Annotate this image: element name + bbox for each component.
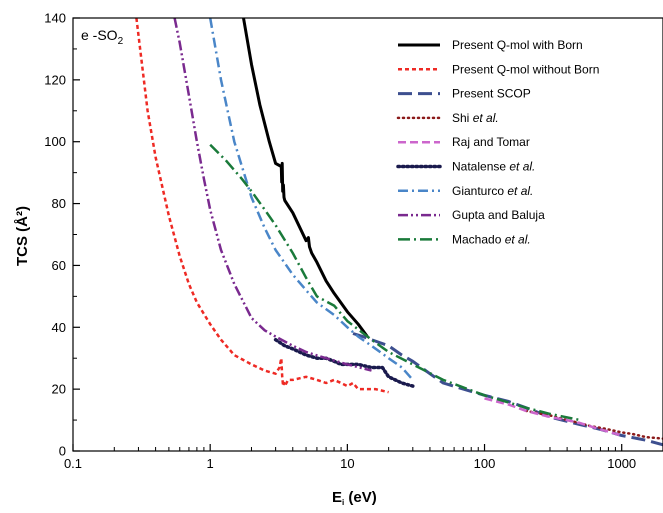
y-tick-label: 60 (52, 258, 66, 273)
series-line-5 (484, 397, 623, 437)
legend-label: Present Q-mol without Born (452, 62, 599, 76)
legend-label: Raj and Tomar (452, 135, 530, 149)
y-tick-label: 80 (52, 196, 66, 211)
series-line-2 (135, 18, 389, 394)
legend-label: Present SCOP (452, 87, 531, 101)
series-line-7 (208, 18, 414, 381)
series-line-8 (173, 18, 372, 372)
system-annotation: e -SO2 (81, 27, 124, 47)
y-tick-label: 20 (52, 382, 66, 397)
legend-label: Machado et al. (452, 232, 531, 246)
x-tick-label: 1 (207, 456, 214, 471)
series-line-6 (273, 337, 415, 388)
x-tick-label: 1000 (607, 456, 636, 471)
series-line-3 (352, 332, 663, 447)
series-line-9 (209, 143, 581, 422)
x-axis-title: Ei (eV) (332, 489, 377, 507)
series-line-1 (242, 18, 369, 338)
legend-label: Present Q-mol with Born (452, 38, 583, 52)
x-tick-label: 100 (474, 456, 496, 471)
x-tick-label: 0.1 (64, 456, 82, 471)
legend: Present Q-mol with Born Present Q-mol wit… (396, 38, 599, 246)
legend-label: Natalense et al. (452, 160, 535, 174)
legend-label: Gianturco et al. (452, 184, 533, 198)
y-tick-label: 40 (52, 320, 66, 335)
y-tick-label: 100 (44, 134, 66, 149)
legend-label: Shi et al. (452, 111, 499, 125)
y-axis-title: TCS (Å²) (14, 206, 31, 266)
x-tick-label: 10 (340, 456, 354, 471)
legend-label: Gupta and Baluja (452, 208, 545, 222)
y-tick-label: 140 (44, 11, 66, 26)
plot-frame (72, 17, 663, 452)
y-tick-label: 120 (44, 72, 66, 87)
y-tick-label: 0 (59, 444, 66, 459)
